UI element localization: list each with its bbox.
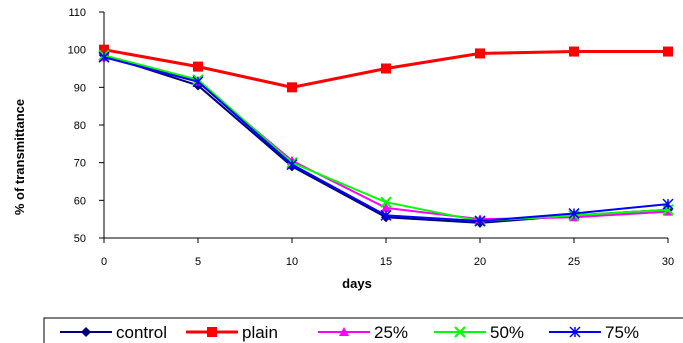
data-point-plain [381,63,391,74]
data-point-75pct [286,159,298,171]
y-tick-label: 50 [74,233,86,245]
y-tick-label: 110 [68,7,86,19]
legend-label-75pct: 75% [605,323,639,342]
x-tick-label: 25 [568,256,580,268]
legend-marker-25pct [339,327,349,336]
y-tick-label: 100 [68,45,86,57]
x-tick-label: 30 [662,256,674,268]
data-point-75pct [192,76,204,88]
marker-stroke [380,196,392,208]
y-tick-label: 70 [74,158,86,170]
legend-marker-50pct [454,326,466,338]
data-point-75pct [568,207,580,220]
series-75pct [98,51,674,227]
x-tick-label: 15 [380,256,392,268]
series-50pct [98,49,674,227]
y-axis-title: % of transmittance [12,99,27,215]
legend-label-plain: plain [242,323,278,342]
data-point-75pct [474,215,486,227]
data-point-25pct [381,202,391,212]
legend: control plain 25% 50% 75% [43,317,683,343]
legend-marker-plain [207,327,217,337]
x-tick-label: 0 [101,256,107,268]
legend-label-control: control [116,323,167,342]
y-tick-label: 80 [74,120,86,132]
data-point-75pct [662,198,674,210]
x-axis-title: days [342,276,372,291]
x-tick-label: 10 [286,256,298,268]
data-point-plain [99,44,109,55]
x-tick-label: 20 [474,256,486,268]
x-ticks: 0 5 10 15 20 25 30 [101,238,674,268]
plot-area [98,44,674,228]
data-point-plain [193,61,203,72]
data-point-plain [569,46,579,57]
legend-marker-control [81,327,91,337]
x-tick-label: 5 [195,256,201,268]
data-point-plain [475,48,485,59]
data-point-75pct [98,51,110,63]
legend-marker-75pct [569,326,581,338]
data-point-75pct [380,209,392,221]
legend-label-50pct: 50% [490,323,524,342]
y-tick-label: 90 [74,82,86,94]
legend-label-25pct: 25% [374,323,408,342]
series-plain [99,44,673,93]
data-point-plain [287,82,297,93]
y-tick-label: 60 [74,195,86,207]
y-ticks: 50 60 70 80 90 100 110 [68,7,104,245]
data-point-50pct [380,196,392,208]
data-point-plain [663,46,673,57]
marker-stroke [454,326,466,338]
series-line-control [103,54,669,224]
